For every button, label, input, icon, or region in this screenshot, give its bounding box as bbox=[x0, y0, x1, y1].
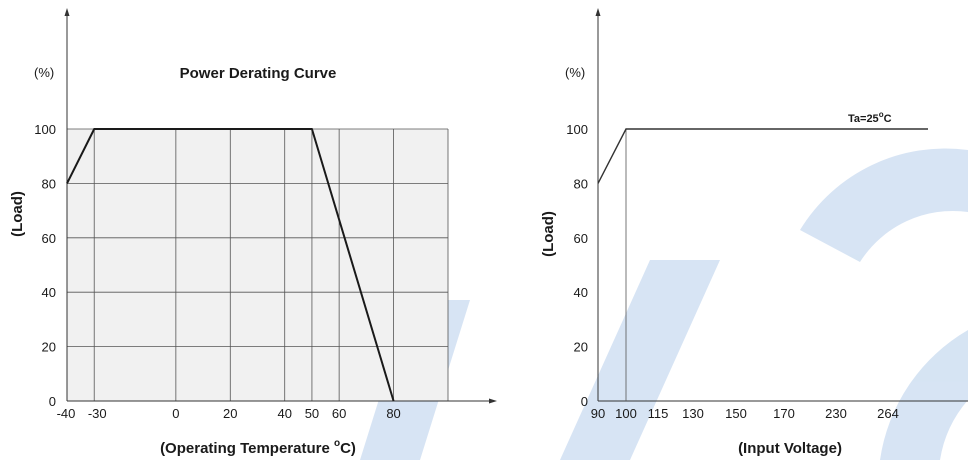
y-tick-label: 60 bbox=[574, 231, 588, 246]
series-line bbox=[597, 128, 928, 184]
x-tick-label: 264 bbox=[877, 406, 899, 421]
x-tick-label: 230 bbox=[825, 406, 847, 421]
y-axis-label: (Load) bbox=[540, 211, 557, 257]
x-tick-label: 115 bbox=[648, 406, 669, 421]
power-derating-chart: 0 20 40 60 80 100 -40 -30 0 20 40 50 60 80 (%) Power… bbox=[9, 8, 497, 457]
y-tick-label: 0 bbox=[49, 394, 56, 409]
x-tick-label: 60 bbox=[332, 406, 346, 421]
annotation-text: Ta=25 bbox=[848, 113, 879, 125]
y-tick-label: 40 bbox=[574, 285, 588, 300]
input-voltage-derating-chart: 0 20 40 60 80 100 90 100 115 130 150 170 230 264 (%)… bbox=[540, 8, 968, 457]
y-tick-labels: 0 20 40 60 80 100 bbox=[34, 122, 56, 409]
y-axis-arrow bbox=[595, 8, 601, 16]
x-tick-labels: 90 100 115 130 150 170 230 264 bbox=[591, 406, 899, 421]
watermark-stripe-2 bbox=[560, 260, 720, 460]
unit-label: (%) bbox=[565, 65, 585, 80]
y-tick-label: 80 bbox=[574, 176, 588, 191]
x-tick-label: 0 bbox=[172, 406, 179, 421]
x-tick-label: 40 bbox=[277, 406, 291, 421]
annotation-unit: C bbox=[884, 113, 892, 125]
x-tick-label: 130 bbox=[682, 406, 704, 421]
y-axis-label: (Load) bbox=[9, 191, 26, 237]
x-axis-label-text: (Operating Temperature bbox=[160, 440, 334, 457]
x-tick-label: -40 bbox=[57, 406, 76, 421]
y-tick-label: 40 bbox=[42, 285, 56, 300]
watermark-arc bbox=[800, 148, 968, 262]
y-axis-arrow bbox=[64, 8, 70, 16]
y-tick-label: 100 bbox=[34, 122, 56, 137]
chart-title: Power Derating Curve bbox=[180, 65, 337, 82]
y-tick-label: 80 bbox=[42, 176, 56, 191]
x-tick-label: 90 bbox=[591, 406, 605, 421]
y-tick-label: 100 bbox=[566, 122, 588, 137]
x-tick-label: 170 bbox=[773, 406, 795, 421]
x-axis-label-unit: C) bbox=[340, 440, 356, 457]
y-tick-labels: 0 20 40 60 80 100 bbox=[566, 122, 588, 409]
x-tick-label: 50 bbox=[305, 406, 319, 421]
x-tick-label: 80 bbox=[386, 406, 400, 421]
x-tick-labels: -40 -30 0 20 40 50 60 80 bbox=[57, 406, 401, 421]
x-tick-label: 100 bbox=[615, 406, 637, 421]
degree-symbol: o bbox=[334, 438, 340, 449]
y-tick-label: 0 bbox=[581, 394, 588, 409]
x-tick-label: 150 bbox=[725, 406, 747, 421]
x-tick-label: 20 bbox=[223, 406, 237, 421]
watermark-arc-2 bbox=[880, 330, 968, 460]
series-line bbox=[66, 128, 395, 402]
x-axis-label: (Input Voltage) bbox=[738, 440, 842, 457]
chart-shaded-area bbox=[67, 129, 448, 401]
y-tick-label: 20 bbox=[42, 340, 56, 355]
degree-symbol: o bbox=[879, 110, 884, 119]
x-axis-arrow bbox=[489, 398, 497, 404]
temperature-annotation: Ta=25oC bbox=[848, 110, 892, 125]
x-tick-label: -30 bbox=[88, 406, 107, 421]
unit-label: (%) bbox=[34, 65, 54, 80]
x-axis-label: (Operating Temperature oC) bbox=[160, 438, 356, 457]
chart-grid bbox=[67, 128, 449, 401]
y-tick-label: 60 bbox=[42, 231, 56, 246]
y-tick-label: 20 bbox=[574, 340, 588, 355]
